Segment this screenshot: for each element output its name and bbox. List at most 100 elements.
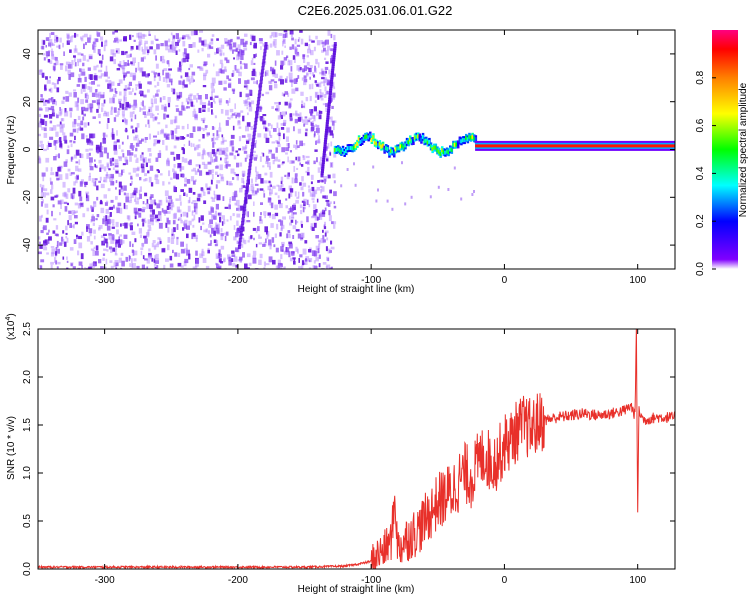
heatmap-streak [260,76,263,81]
heatmap-cell [218,258,222,263]
heatmap-cell [301,143,306,146]
heatmap-cell [279,75,283,81]
heatmap-cell [38,113,42,118]
heatmap-cell [144,40,148,45]
heatmap-cell [208,169,212,175]
heatmap-cell [220,109,224,114]
heatmap-cell [291,212,295,218]
heatmap-cell [50,167,53,172]
heatmap-cell [388,151,391,156]
heatmap-cell [73,48,78,53]
heatmap-cell [321,70,325,75]
heatmap-cell [287,211,290,214]
heatmap-cell [311,40,315,43]
heatmap-cell [319,179,323,183]
heatmap-cell [277,115,282,120]
heatmap-cell [229,183,233,186]
heatmap-cell [223,257,226,262]
heatmap-cell [43,132,48,138]
colorbar-tick-label: 0.2 [695,214,706,228]
heatmap-cell [132,104,136,111]
heatmap-cell [205,171,210,175]
heatmap-cell [245,93,250,98]
heatmap-cell [139,193,142,199]
heatmap-cell [182,173,185,177]
heatmap-cell [130,175,133,180]
heatmap-cell [202,109,206,112]
heatmap-cell [151,242,155,248]
heatmap-cell [100,146,104,151]
heatmap-cell [202,102,207,105]
heatmap-cell [233,225,236,230]
heatmap-cell [82,116,85,121]
heatmap-cell [170,177,173,180]
heatmap-cell [325,246,328,252]
heatmap-cell [91,214,94,218]
heatmap-cell [99,176,102,181]
heatmap-cell [289,46,292,50]
heatmap-cell [179,201,182,206]
heatmap-cell [308,258,313,263]
heatmap-cell [46,51,50,57]
heatmap-cell [180,248,185,254]
heatmap-cell [255,53,257,57]
heatmap-cell [194,115,198,121]
heatmap-streak [333,42,337,46]
heatmap-cell [109,88,114,92]
heatmap-cell [318,161,322,166]
heatmap-cell [103,233,107,236]
heatmap-cell [60,140,62,146]
heatmap-cell [317,248,320,254]
heatmap-cell [308,35,311,42]
heatmap-cell [219,164,223,171]
heatmap-cell [119,207,123,214]
heatmap-cell [233,112,237,116]
heatmap-cell [135,159,139,163]
heatmap-cell [221,215,225,220]
heatmap-cell [320,81,324,84]
heatmap-cell [50,32,55,35]
heatmap-cell [227,101,229,106]
heatmap-cell [236,175,239,181]
heatmap-cell [289,222,292,226]
heatmap-cell [124,129,128,132]
heatmap-cell [299,162,301,166]
heatmap-cell [66,256,68,260]
heatmap-cell [315,127,320,133]
heatmap-cell [138,44,141,51]
heatmap-streak [323,146,327,151]
heatmap-cell [249,41,252,46]
heatmap-cell [141,71,146,77]
heatmap-cell [113,59,116,65]
heatmap-cell [274,60,277,66]
heatmap-cell [139,186,142,192]
heatmap-cell [90,205,93,209]
heatmap-cell [89,103,94,109]
heatmap-cell [88,82,92,85]
heatmap-cell [314,131,316,136]
heatmap-cell [132,72,137,79]
heatmap-cell [79,153,84,159]
heatmap-cell [193,30,196,36]
heatmap-cell [261,93,264,97]
heatmap-cell [280,123,284,126]
heatmap-cell [81,107,83,110]
heatmap-cell [149,204,153,210]
heatmap-cell [220,233,224,237]
heatmap-cell [173,46,176,51]
heatmap-cell [279,232,282,237]
heatmap-cell [113,262,116,268]
heatmap-cell [236,241,239,244]
heatmap-cell [274,84,278,89]
heatmap-cell [125,119,128,126]
heatmap-cell [85,195,90,202]
heatmap-cell [59,199,64,204]
heatmap-streak [242,207,246,212]
heatmap-cell [242,226,245,232]
heatmap-cell [77,267,81,269]
heatmap-streak [249,159,253,163]
heatmap-cell [281,249,284,252]
heatmap-cell [40,121,45,124]
heatmap-cell [69,112,72,118]
heatmap-cell [240,110,244,113]
